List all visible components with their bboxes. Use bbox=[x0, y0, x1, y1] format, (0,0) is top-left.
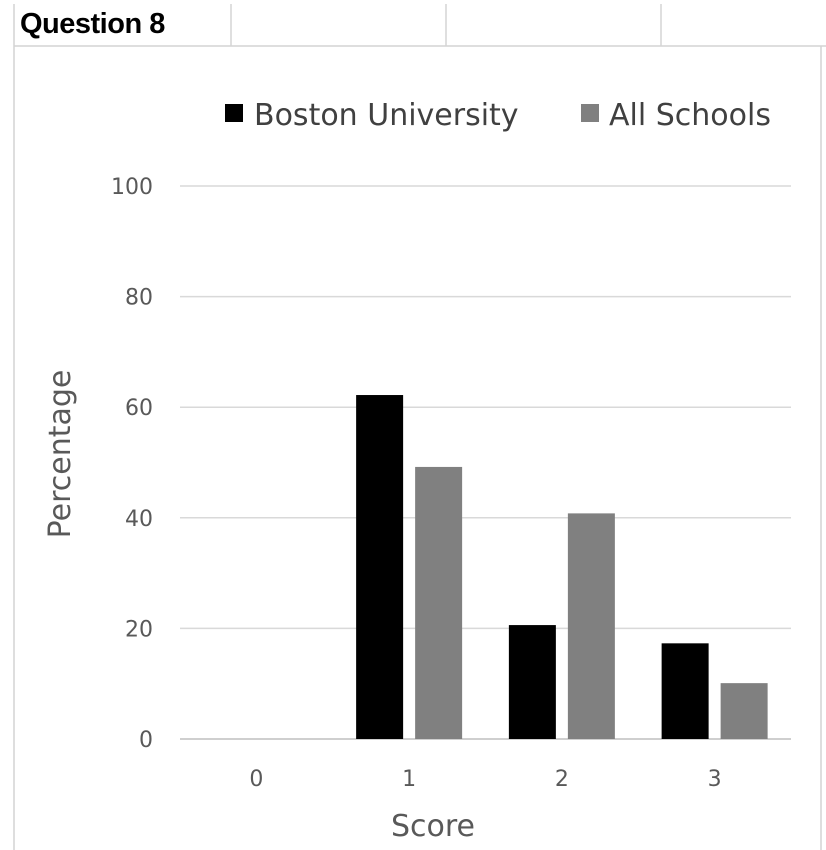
y-tick-label: 60 bbox=[125, 396, 153, 421]
legend-swatch-all-schools bbox=[581, 104, 599, 122]
x-axis-title: Score bbox=[391, 809, 475, 844]
y-tick-label: 0 bbox=[139, 728, 153, 753]
y-tick-label: 40 bbox=[125, 507, 153, 532]
x-tick-label: 3 bbox=[708, 767, 722, 792]
question-title: Question 8 bbox=[20, 8, 165, 40]
y-axis-title: Percentage bbox=[43, 370, 78, 539]
bar bbox=[720, 683, 768, 739]
y-tick-label: 80 bbox=[125, 286, 153, 311]
y-tick-label: 20 bbox=[125, 617, 153, 642]
bar bbox=[508, 625, 556, 739]
bar bbox=[415, 466, 463, 739]
bar bbox=[356, 395, 404, 739]
y-tick-label: 100 bbox=[111, 175, 153, 200]
bar bbox=[567, 513, 615, 739]
legend-swatch-boston-university bbox=[225, 104, 243, 122]
y-axis-ticks: 0 20 40 60 80 100 bbox=[111, 175, 153, 753]
x-tick-label: 0 bbox=[249, 767, 263, 792]
chart-bars bbox=[356, 395, 768, 739]
legend-label-all-schools: All Schools bbox=[609, 98, 771, 133]
chart-legend: Boston University All Schools bbox=[225, 98, 771, 133]
x-tick-label: 1 bbox=[402, 767, 416, 792]
x-axis-ticks: 0 1 2 3 bbox=[249, 767, 721, 792]
bar bbox=[661, 643, 709, 739]
spreadsheet-gridlines bbox=[13, 4, 826, 850]
legend-label-boston-university: Boston University bbox=[254, 98, 519, 133]
x-tick-label: 2 bbox=[555, 767, 569, 792]
